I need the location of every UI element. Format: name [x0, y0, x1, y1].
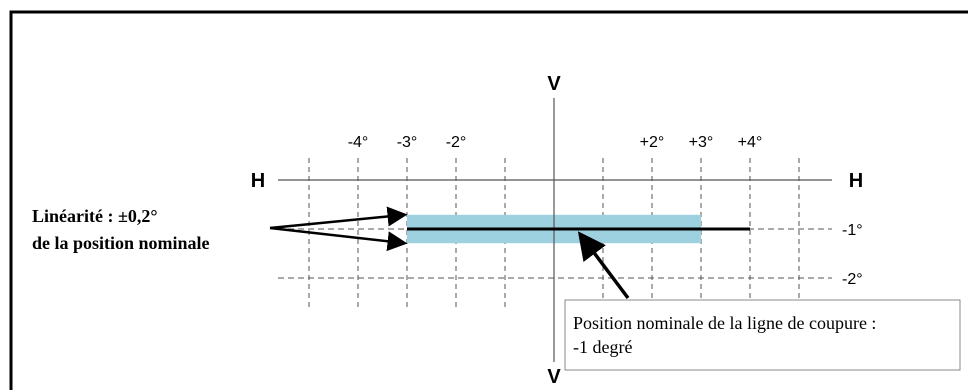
y-tick-label: -1°: [842, 222, 863, 239]
x-tick-label: +2°: [640, 134, 665, 151]
axis-h-right-label: H: [849, 170, 863, 192]
nominal-callout-line2: -1 degré: [573, 337, 633, 357]
linearity-arrow: [269, 226, 408, 252]
label-layer: -4° -3° -2° +2° +3° +4° -1° -2°: [348, 134, 863, 288]
linearity-arrow: [269, 206, 408, 230]
x-tick-label: -3°: [397, 134, 418, 151]
x-tick-label: -2°: [446, 134, 467, 151]
x-tick-label: +3°: [689, 134, 714, 151]
nominal-position-callout-box: [564, 299, 961, 371]
x-tick-label: +4°: [738, 134, 763, 151]
nominal-position-arrow: [577, 231, 630, 300]
axis-v-top-label: V: [547, 73, 561, 95]
arrow-layer: [269, 206, 630, 300]
x-tick-label: -4°: [348, 134, 369, 151]
axis-v-bottom-label: V: [547, 366, 561, 388]
axis-h-left-label: H: [251, 170, 265, 192]
y-tick-label: -2°: [842, 271, 863, 288]
axis-layer: [278, 98, 832, 362]
linearity-label-line1: Linéarité : ±0,2°: [32, 206, 158, 226]
outer-frame: [9, 10, 968, 390]
linearity-label-line2: de la position nominale: [32, 233, 210, 253]
nominal-callout-line1: Position nominale de la ligne de coupure…: [573, 313, 877, 333]
